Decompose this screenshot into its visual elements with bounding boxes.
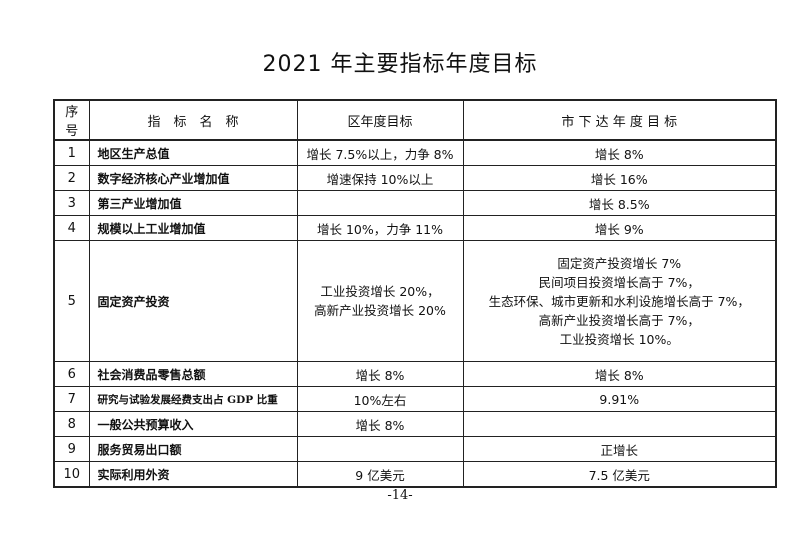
district-target-line: 工业投资增长 20%， [320, 284, 440, 299]
city-target: 固定资产投资增长 7% 民间项目投资增长高于 7%， 生态环保、城市更新和水利设施增… [462, 240, 777, 362]
city-target: 增长 9% [462, 215, 777, 241]
district-target-line: 高新产业投资增长 20% [314, 303, 446, 318]
district-target: 9 亿美元 [296, 461, 464, 488]
indicator-name: 第三产业增加值 [88, 190, 298, 216]
city-target: 7.5 亿美元 [462, 461, 777, 488]
city-target-line: 固定资产投资增长 7% [557, 255, 682, 271]
row-number: 6 [53, 361, 90, 387]
city-target: 增长 8% [462, 361, 777, 387]
district-target: 增长 7.5%以上，力争 8% [296, 139, 464, 166]
city-target-line: 生态环保、城市更新和水利设施增长高于 7%， [488, 293, 750, 309]
table-row: 1 地区生产总值 增长 7.5%以上，力争 8% 增长 8% [53, 139, 777, 166]
indicator-name: 社会消费品零售总额 [88, 361, 298, 387]
row-number: 8 [53, 411, 90, 437]
table-row: 9 服务贸易出口额 正增长 [53, 436, 777, 462]
indicator-name: 地区生产总值 [88, 139, 298, 166]
district-target: 增速保持 10%以上 [296, 165, 464, 191]
row-number: 10 [53, 461, 90, 488]
indicator-name: 实际利用外资 [88, 461, 298, 488]
table-row: 4 规模以上工业增加值 增长 10%，力争 11% 增长 9% [53, 215, 777, 241]
district-target: 10%左右 [296, 386, 464, 412]
header-name: 指 标 名 称 [88, 99, 298, 141]
table-row: 8 一般公共预算收入 增长 8% [53, 411, 777, 437]
district-target [296, 190, 464, 216]
city-target: 9.91% [462, 386, 777, 412]
city-target: 正增长 [462, 436, 777, 462]
table-row: 7 研究与试验发展经费支出占 GDP 比重 10%左右 9.91% [53, 386, 777, 412]
row-number: 2 [53, 165, 90, 191]
indicator-name: 研究与试验发展经费支出占 GDP 比重 [88, 386, 298, 412]
targets-table: 序号 指 标 名 称 区年度目标 市 下 达 年 度 目 标 1 地区生产总值 增长… [53, 99, 777, 488]
indicator-name: 服务贸易出口额 [88, 436, 298, 462]
page-number: -14- [387, 488, 413, 503]
row-number: 9 [53, 436, 90, 462]
city-target [462, 411, 777, 437]
table-header-row: 序号 指 标 名 称 区年度目标 市 下 达 年 度 目 标 [53, 99, 777, 141]
district-target [296, 436, 464, 462]
district-target: 增长 10%，力争 11% [296, 215, 464, 241]
header-seq: 序号 [53, 99, 90, 141]
table-row: 2 数字经济核心产业增加值 增速保持 10%以上 增长 16% [53, 165, 777, 191]
row-number: 7 [53, 386, 90, 412]
document-title: 2021 年主要指标年度目标 [262, 52, 538, 77]
row-number: 5 [53, 240, 90, 362]
city-target: 增长 8% [462, 139, 777, 166]
indicator-name: 规模以上工业增加值 [88, 215, 298, 241]
city-target-line: 高新产业投资增长高于 7%， [538, 312, 700, 328]
indicator-name: 固定资产投资 [88, 240, 298, 362]
table-row: 6 社会消费品零售总额 增长 8% 增长 8% [53, 361, 777, 387]
indicator-name: 一般公共预算收入 [88, 411, 298, 437]
row-number: 1 [53, 139, 90, 166]
district-target: 工业投资增长 20%， 高新产业投资增长 20% [296, 240, 464, 362]
header-city-target: 市 下 达 年 度 目 标 [462, 99, 777, 141]
table-row: 3 第三产业增加值 增长 8.5% [53, 190, 777, 216]
row-number: 3 [53, 190, 90, 216]
row-number: 4 [53, 215, 90, 241]
city-target: 增长 8.5% [462, 190, 777, 216]
header-district-target: 区年度目标 [296, 99, 464, 141]
city-target: 增长 16% [462, 165, 777, 191]
city-target-line: 工业投资增长 10%。 [559, 331, 679, 347]
district-target: 增长 8% [296, 411, 464, 437]
table-row: 5 固定资产投资 工业投资增长 20%， 高新产业投资增长 20% 固定资产投资增长 7… [53, 240, 777, 362]
district-target: 增长 8% [296, 361, 464, 387]
city-target-line: 民间项目投资增长高于 7%， [538, 274, 700, 290]
table-row: 10 实际利用外资 9 亿美元 7.5 亿美元 [53, 461, 777, 488]
indicator-name: 数字经济核心产业增加值 [88, 165, 298, 191]
